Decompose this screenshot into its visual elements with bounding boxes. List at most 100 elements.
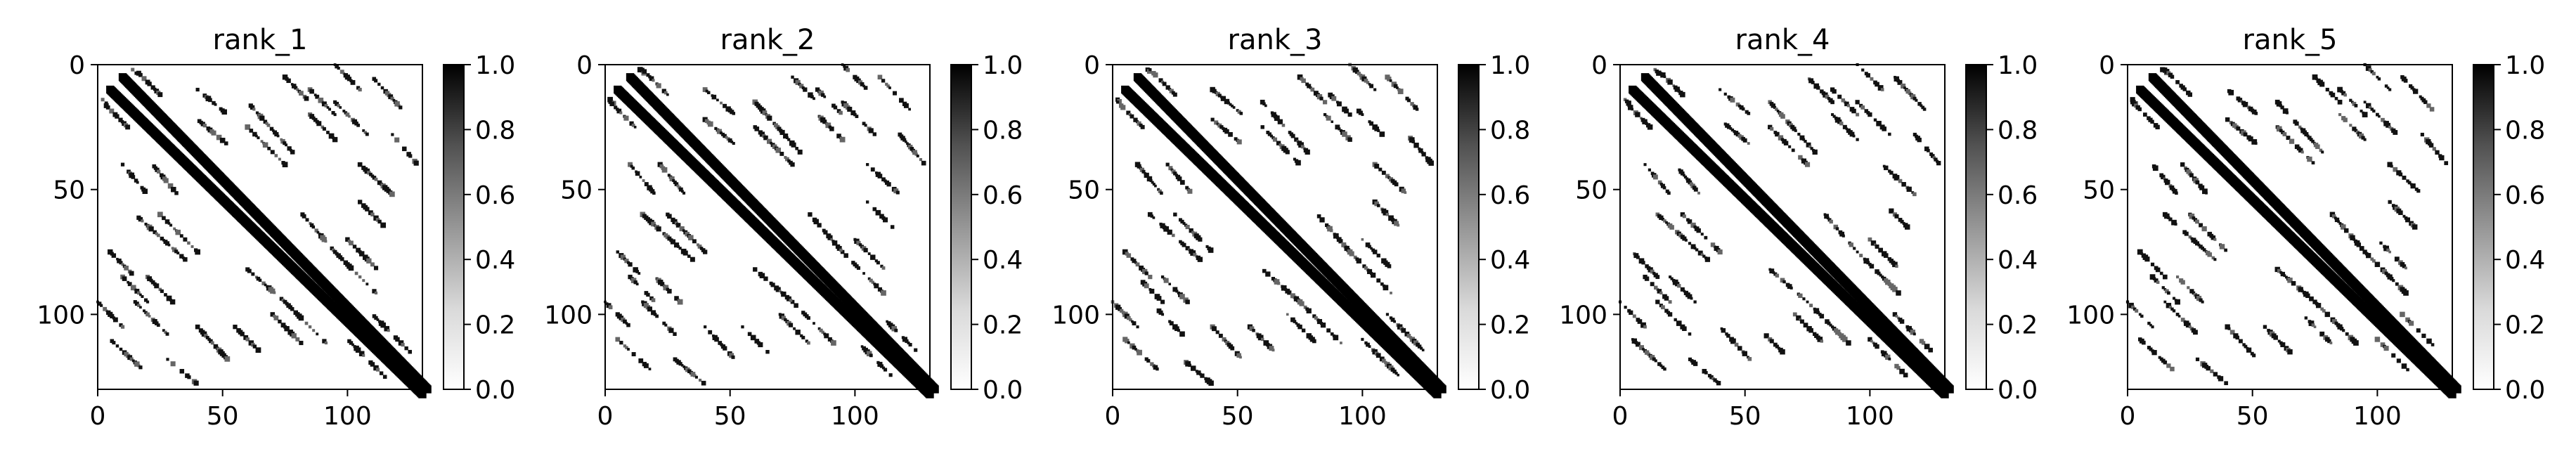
panel-2-cell	[914, 348, 918, 352]
panel-2-cell	[886, 182, 891, 187]
panel-2-cell	[667, 289, 672, 294]
panel-1-cell	[345, 237, 350, 242]
panel-1-colorbar-tick-label: 0.0	[475, 376, 515, 405]
panel-3-cell	[1290, 293, 1295, 299]
panel-1-cell	[318, 97, 324, 103]
panel-3-cell	[1193, 252, 1197, 257]
panel-4-cell	[1697, 191, 1700, 195]
panel-3-cell	[1149, 288, 1155, 294]
panel-3-cell	[1177, 329, 1180, 332]
panel-4-cell	[1941, 390, 1949, 398]
panel-3-cell	[1376, 353, 1381, 358]
panel-3-cell	[1287, 290, 1292, 295]
panel-1-cell	[321, 101, 327, 107]
panel-1-cell	[340, 257, 344, 261]
panel-1-cell	[328, 133, 335, 139]
panel-2-cell	[680, 364, 684, 367]
panel-4-cell	[1879, 273, 1882, 277]
panel-3-cell	[1160, 299, 1165, 304]
panel-3-contact-14	[1111, 63, 1377, 329]
panel-4-cell	[1798, 155, 1803, 160]
panel-2-cell	[758, 342, 763, 348]
panel-1-cell	[141, 219, 144, 223]
panel-2-cell	[667, 174, 671, 177]
panel-4-cell	[1655, 299, 1660, 304]
panel-4-cell	[1637, 319, 1643, 324]
panel-3-cell	[1338, 239, 1343, 244]
panel-2-cell	[720, 101, 723, 105]
panel-1-cell	[366, 258, 372, 264]
panel-2-contact-18	[628, 87, 736, 195]
panel-2-cell	[620, 254, 626, 260]
panel-3-cell	[1180, 219, 1184, 224]
panel-2-cell	[805, 339, 808, 343]
panel-3-colorbar-tick-label: 0.8	[1490, 116, 1530, 145]
panel-2-contact-9	[704, 163, 900, 359]
panel-3-colorbar-tick-label: 0.4	[1490, 246, 1530, 275]
panel-1-cell	[148, 315, 151, 318]
panel-4-cell	[1853, 247, 1856, 250]
panel-2-cell	[666, 93, 669, 96]
panel-2-cell	[790, 162, 795, 167]
panel-2-cell	[637, 272, 641, 275]
panel-3-cell	[1373, 88, 1377, 91]
panel-2-cell	[750, 335, 756, 341]
panel-3-contact-17	[1247, 199, 1400, 352]
panel-4-cell	[1896, 365, 1901, 370]
panel-1-cell	[394, 137, 400, 143]
panel-2-cell	[864, 124, 867, 127]
panel-2-cell	[623, 115, 629, 121]
panel-1-contact-16	[120, 87, 337, 304]
panel-3-cell	[1362, 264, 1366, 268]
panel-1-cell	[160, 236, 164, 241]
panel-1-contact-5	[103, 70, 163, 130]
panel-3-contact-1	[1115, 67, 1152, 104]
panel-2-cell	[872, 207, 877, 212]
panel-2-contact-0	[614, 73, 939, 398]
panel-3-cell	[1222, 337, 1226, 342]
panel-3-cell	[1382, 358, 1386, 363]
panel-1-cell	[367, 171, 371, 175]
panel-2-cell	[754, 126, 760, 131]
panel-2-contact-17	[741, 200, 895, 354]
panel-3-cell	[1117, 98, 1122, 104]
panel-2-cell	[655, 314, 659, 318]
panel-1-cell	[372, 176, 377, 180]
panel-3-heatmap	[1111, 63, 1446, 398]
panel-3-cell	[1369, 84, 1374, 89]
panel-1-cell	[362, 353, 365, 357]
panel-1-cell	[309, 223, 314, 228]
panel-3-colorbar-gradient	[1458, 64, 1480, 390]
panel-4-cell	[1825, 319, 1830, 324]
panel-3-cell	[1319, 96, 1323, 100]
panel-2-cell	[881, 177, 886, 182]
panel-1-cell	[278, 319, 282, 324]
panel-1-cell	[279, 297, 284, 301]
panel-3-cell	[1406, 334, 1411, 338]
panel-3-cell	[1265, 271, 1271, 277]
panel-3-cell	[1188, 363, 1191, 368]
panel-2-cell	[676, 184, 680, 188]
panel-1-cell	[291, 333, 297, 339]
panel-1-cell	[209, 339, 213, 344]
panel-1-cell	[166, 358, 169, 361]
panel-2-cell	[649, 76, 654, 82]
panel-1-cell	[312, 329, 316, 332]
panel-1-cell	[370, 362, 375, 367]
panel-3-cell	[1376, 253, 1380, 258]
panel-1-cell	[321, 237, 327, 242]
panel-1-cell	[224, 141, 228, 145]
panel-3-contact-13	[1122, 74, 1419, 371]
panel-2-cell	[905, 339, 909, 344]
panel-1-cell	[294, 86, 298, 90]
panel-1-cell	[262, 142, 268, 148]
panel-3-title: rank_3	[1228, 24, 1323, 56]
panel-1-cell	[256, 276, 261, 281]
panel-1-cell	[349, 240, 354, 246]
panel-1-cell	[270, 312, 275, 317]
panel-2-cell	[783, 133, 789, 139]
panel-1-cell	[245, 124, 251, 130]
panel-3-cell	[1406, 98, 1411, 103]
panel-2-cell	[753, 267, 758, 272]
panel-1-cell	[125, 124, 131, 130]
